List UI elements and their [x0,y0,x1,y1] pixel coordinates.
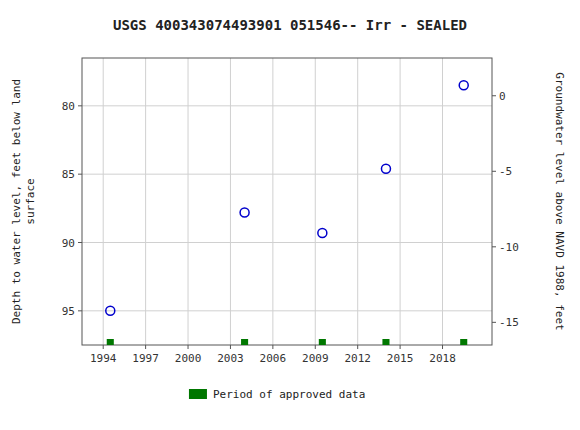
tick-label-y2: -15 [499,316,519,329]
data-point [459,81,468,90]
legend-swatch [189,389,207,399]
approved-period-mark [107,339,114,345]
data-point [106,306,115,315]
tick-label-x: 1997 [132,352,159,365]
tick-label-x: 2006 [260,352,287,365]
grid [82,58,492,345]
grid-line-y [82,105,492,106]
tick-x [400,345,401,349]
grid-line-x [145,58,146,345]
grid-line-x [442,58,443,345]
grid-line-x [315,58,316,345]
tick-x [442,345,443,349]
tick-label-y2: 0 [499,90,506,103]
tick-x [230,345,231,349]
grid-line-x [357,58,358,345]
tick-label-x: 2015 [387,352,414,365]
grid-line-y [82,310,492,311]
tick-label-y2: -10 [499,241,519,254]
axis-label-y: Depth to water level, feet below landsur… [10,79,37,324]
grid-line-x [272,58,273,345]
data-point [240,208,249,217]
grid-line-x [188,58,189,345]
marks [106,81,468,345]
tick-x [357,345,358,349]
tick-label-y: 95 [62,305,75,318]
grid-line-y [82,174,492,175]
tick-label-y: 80 [62,100,75,113]
axes: 1994 1997 2000 2003 2006 2009 2012 2015 2018 80 85… [62,58,519,365]
approved-period-mark [382,339,389,345]
plot-frame [82,58,492,345]
tick-y2 [492,95,496,96]
grid-line-y [82,242,492,243]
tick-y2 [492,322,496,323]
tick-y2 [492,171,496,172]
approved-period-mark [319,339,326,345]
approved-period-mark [460,339,467,345]
grid-line-x [230,58,231,345]
axis-label-y2: Groundwater level above NAVD 1988, feet [553,72,566,330]
tick-label-x: 2000 [175,352,202,365]
title: USGS 400343074493901 051546-- Irr - SEAL… [113,17,467,33]
data-point [381,164,390,173]
tick-label-y: 85 [62,168,75,181]
tick-x [103,345,104,349]
tick-y [78,105,82,106]
tick-x [315,345,316,349]
grid-line-x [103,58,104,345]
tick-label-x: 2003 [217,352,244,365]
chart: USGS 400343074493901 051546-- Irr - SEAL… [0,0,580,430]
plot-area [82,58,492,345]
tick-y [78,174,82,175]
tick-y2 [492,246,496,247]
data-point [318,228,327,237]
approved-period-mark [241,339,248,345]
tick-x [188,345,189,349]
tick-y [78,310,82,311]
tick-label-x: 2009 [302,352,329,365]
tick-label-x: 1994 [90,352,117,365]
tick-label-y: 90 [62,237,75,250]
tick-label-x: 2012 [344,352,371,365]
tick-label-y2: -5 [499,165,512,178]
legend-label: Period of approved data [213,388,365,401]
grid-line-x [400,58,401,345]
tick-label-x: 2018 [429,352,456,365]
tick-x [145,345,146,349]
tick-x [272,345,273,349]
legend: Period of approved data [189,388,365,401]
tick-y [78,242,82,243]
